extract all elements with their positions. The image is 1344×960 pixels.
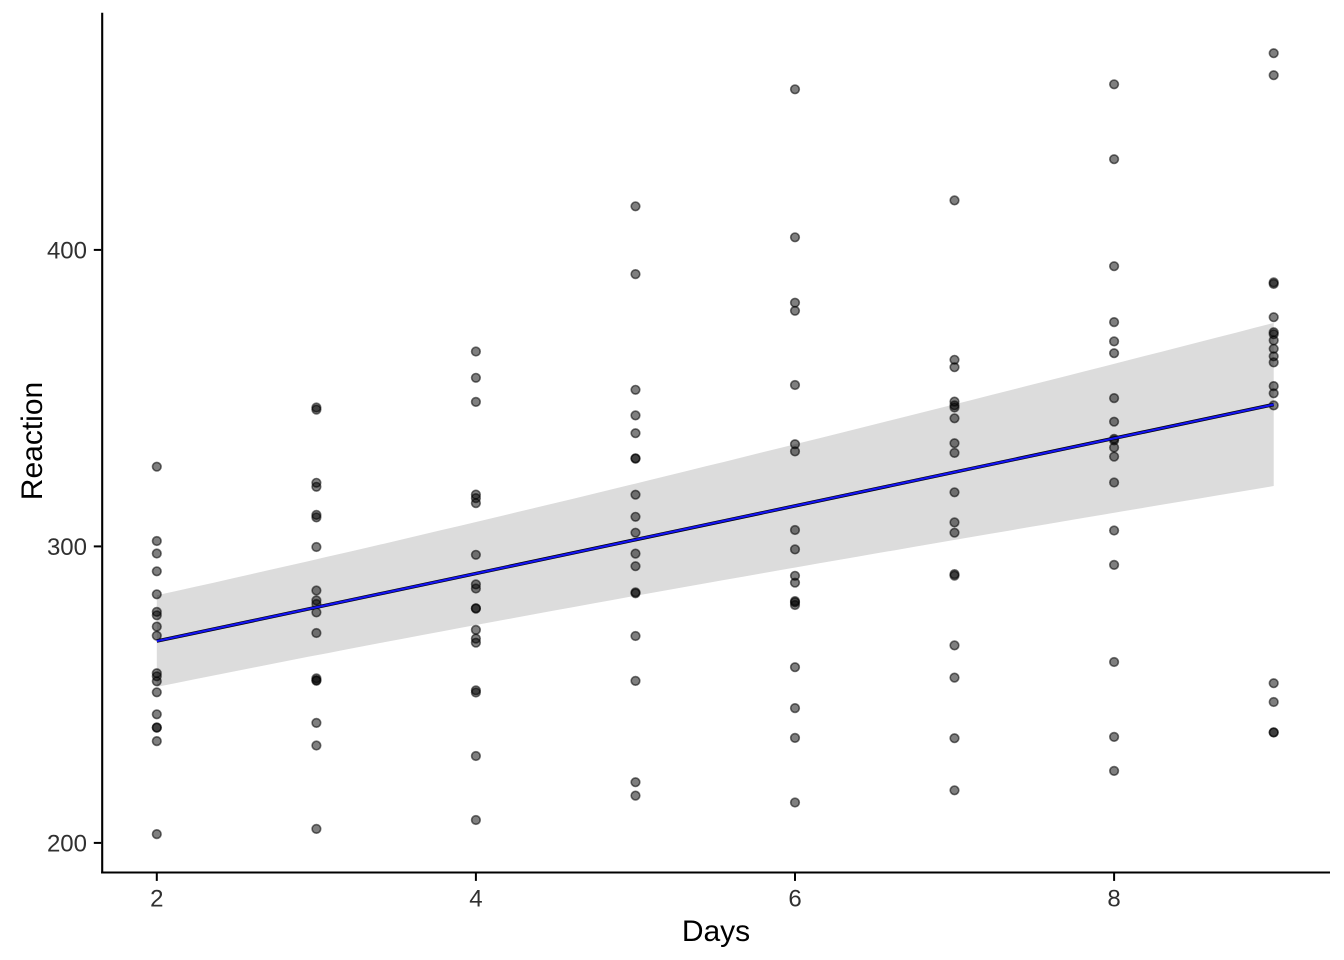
svg-text:400: 400 bbox=[47, 237, 87, 264]
svg-text:4: 4 bbox=[469, 885, 482, 912]
svg-text:300: 300 bbox=[47, 534, 87, 561]
svg-text:Reaction: Reaction bbox=[16, 382, 49, 500]
svg-text:8: 8 bbox=[1107, 885, 1120, 912]
svg-text:Days: Days bbox=[682, 915, 750, 948]
svg-text:2: 2 bbox=[150, 885, 163, 912]
svg-text:200: 200 bbox=[47, 830, 87, 857]
svg-text:6: 6 bbox=[788, 885, 801, 912]
